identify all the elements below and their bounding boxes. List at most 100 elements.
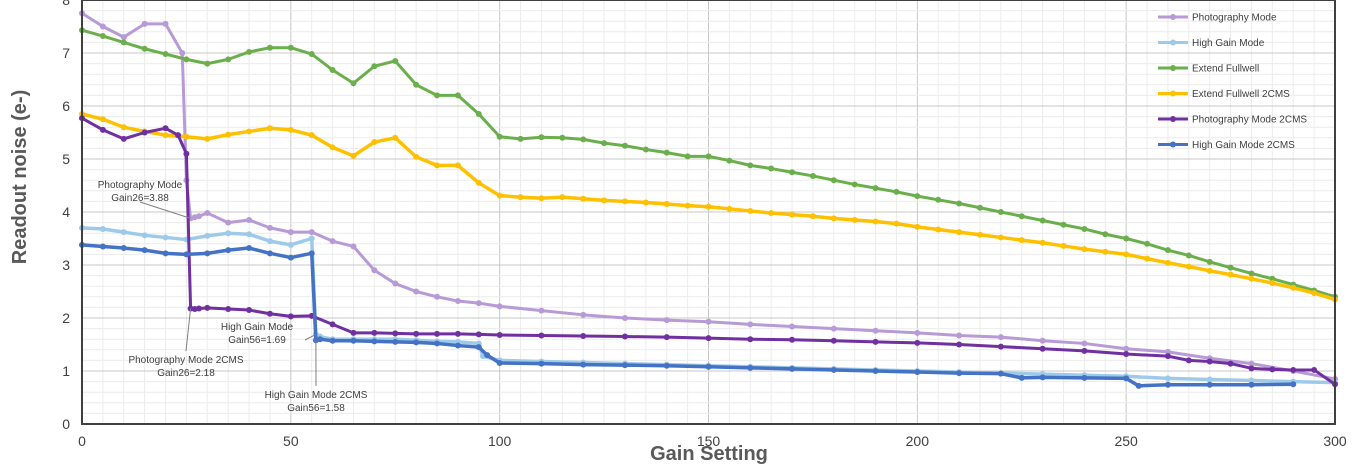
- data-point: [684, 153, 691, 160]
- data-point: [580, 136, 587, 143]
- data-point: [162, 234, 169, 241]
- data-point: [726, 157, 733, 164]
- data-point: [183, 56, 190, 63]
- data-point: [1039, 217, 1046, 224]
- data-point: [914, 339, 921, 346]
- data-point: [225, 56, 232, 63]
- data-point: [308, 229, 315, 236]
- data-point: [872, 338, 879, 345]
- legend-marker: [1170, 141, 1176, 148]
- data-point: [747, 336, 754, 343]
- data-point: [997, 209, 1004, 215]
- data-point: [434, 293, 441, 300]
- series-extend-fullwell-2cms: [79, 110, 1338, 303]
- annotation-text: Gain26=2.18: [157, 368, 215, 379]
- data-point: [329, 238, 336, 245]
- data-point: [371, 267, 378, 274]
- annotation-text: Gain56=1.58: [287, 403, 345, 414]
- data-point: [1123, 345, 1130, 352]
- data-point: [434, 162, 441, 169]
- data-point: [308, 235, 315, 242]
- data-point: [1164, 259, 1171, 266]
- data-point: [225, 305, 232, 312]
- data-point: [99, 225, 106, 232]
- data-point: [935, 226, 942, 233]
- legend-item: Photography Mode 2CMS: [1158, 115, 1307, 126]
- data-point: [1102, 248, 1109, 255]
- data-point: [496, 133, 503, 140]
- data-point: [705, 153, 712, 160]
- data-point: [997, 343, 1004, 350]
- data-point: [580, 195, 587, 202]
- y-tick-label: 7: [62, 45, 70, 61]
- data-point: [789, 365, 796, 372]
- data-point: [1018, 374, 1025, 381]
- data-point: [642, 199, 649, 206]
- data-point: [475, 110, 482, 117]
- data-point: [454, 342, 461, 349]
- data-point: [997, 234, 1004, 241]
- legend-item: High Gain Mode: [1158, 38, 1265, 49]
- x-tick-label: 100: [488, 433, 512, 449]
- data-point: [246, 307, 253, 314]
- data-point: [747, 207, 754, 214]
- data-point: [350, 337, 357, 344]
- data-point: [1248, 381, 1255, 388]
- data-point: [830, 366, 837, 373]
- data-point: [1060, 221, 1067, 228]
- y-tick-label: 3: [62, 257, 70, 273]
- data-point: [1248, 275, 1255, 282]
- data-point: [1018, 237, 1025, 244]
- y-tick-label: 6: [62, 98, 70, 114]
- data-point: [663, 362, 670, 369]
- data-point: [120, 245, 127, 252]
- data-point: [350, 329, 357, 336]
- data-point: [809, 172, 816, 179]
- y-axis-title: Readout noise (e-): [9, 90, 31, 264]
- data-point: [496, 331, 503, 338]
- data-point: [162, 51, 169, 58]
- data-point: [1144, 255, 1151, 262]
- data-point: [914, 369, 921, 376]
- data-point: [663, 149, 670, 156]
- data-point: [246, 128, 253, 135]
- x-tick-label: 150: [697, 433, 721, 449]
- data-point: [162, 132, 169, 139]
- data-point: [621, 362, 628, 369]
- data-point: [120, 34, 127, 41]
- data-point: [956, 370, 963, 377]
- data-point: [99, 126, 106, 133]
- data-point: [225, 131, 232, 138]
- data-point: [1269, 280, 1276, 287]
- data-point: [350, 80, 357, 87]
- data-point: [179, 50, 186, 56]
- data-point: [120, 229, 127, 236]
- annotations-layer: Photography Mode Gain26=3.88 High Gain Mod…: [98, 180, 368, 414]
- data-point: [204, 210, 211, 217]
- data-point: [392, 57, 399, 64]
- data-point: [266, 250, 273, 257]
- data-point: [601, 140, 608, 147]
- data-point: [120, 135, 127, 142]
- data-point: [830, 337, 837, 344]
- x-tick-label: 250: [1114, 433, 1138, 449]
- data-point: [1248, 270, 1255, 277]
- data-point: [830, 325, 837, 332]
- data-point: [266, 224, 273, 231]
- annotation: Photography Mode Gain26=3.88: [98, 180, 191, 219]
- data-point: [1144, 240, 1151, 247]
- data-point: [559, 134, 566, 141]
- data-point: [663, 317, 670, 324]
- data-point: [413, 81, 420, 88]
- data-point: [872, 327, 879, 334]
- data-point: [1081, 340, 1088, 347]
- annotation-leader: [304, 333, 317, 341]
- data-point: [663, 334, 670, 341]
- data-point: [580, 311, 587, 318]
- data-point: [956, 332, 963, 339]
- data-point: [99, 243, 106, 250]
- data-point: [997, 334, 1004, 341]
- data-point: [1227, 360, 1234, 367]
- data-point: [162, 20, 169, 27]
- data-point: [872, 185, 879, 192]
